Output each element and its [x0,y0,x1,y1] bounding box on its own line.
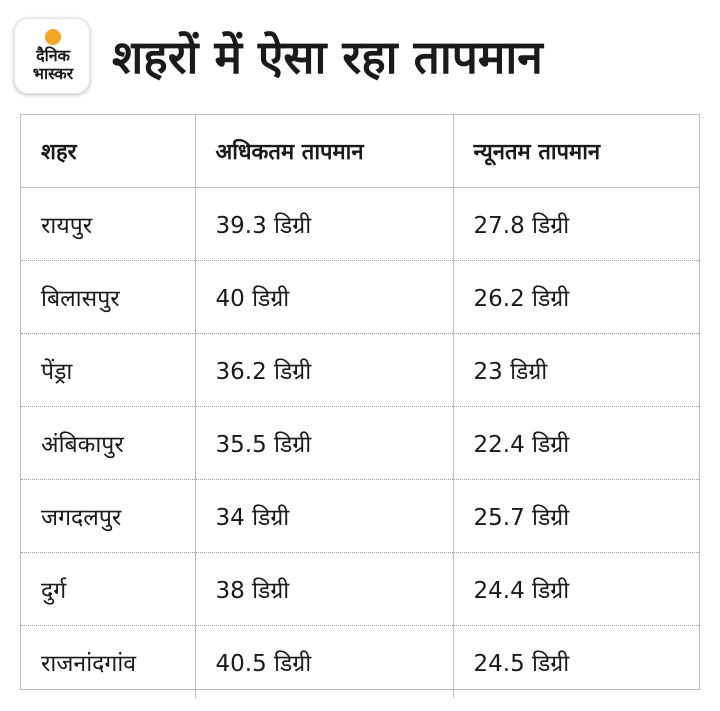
table-row: जगदलपुर 34 डिग्री 25.7 डिग्री [21,479,699,553]
min-temp-cell: 26.2 डिग्री [453,260,699,334]
min-temp-cell: 22.4 डिग्री [453,406,699,480]
max-temp-cell: 39.3 डिग्री [195,187,454,261]
city-cell: जगदलपुर [21,479,196,553]
max-temp-cell: 40 डिग्री [195,260,454,334]
min-temp-cell: 25.7 डिग्री [453,479,699,553]
max-temp-cell: 35.5 डिग्री [195,406,454,480]
max-temp-cell: 38 डिग्री [195,552,454,626]
city-cell: रायपुर [21,187,196,261]
logo-text-line2: भास्कर [32,64,74,83]
city-cell: अंबिकापुर [21,406,196,480]
table-header-row: शहर अधिकतम तापमान न्यूनतम तापमान [21,115,699,188]
table-row: अंबिकापुर 35.5 डिग्री 22.4 डिग्री [21,406,699,480]
header: दैनिक भास्कर शहरों में ऐसा रहा तापमान [0,0,720,110]
logo-text-line1: दैनिक [36,46,70,65]
dainik-bhaskar-logo: दैनिक भास्कर [14,18,90,94]
city-cell: पेंड्रा [21,333,196,407]
min-temp-cell: 27.8 डिग्री [453,187,699,261]
max-temp-cell: 40.5 डिग्री [195,625,454,698]
city-cell: दुर्ग [21,552,196,626]
header-city: शहर [21,115,196,188]
header-max-temp: अधिकतम तापमान [195,115,454,188]
min-temp-cell: 24.5 डिग्री [473,651,570,677]
table-row: दुर्ग 38 डिग्री 24.4 डिग्री [21,552,699,626]
max-temp-cell: 34 डिग्री [195,479,454,553]
min-temp-cell: 24.4 डिग्री [453,552,699,626]
city-cell: बिलासपुर [21,260,196,334]
page-title: शहरों में ऐसा रहा तापमान [112,30,543,84]
sun-icon [45,29,61,45]
temperature-table: शहर अधिकतम तापमान न्यूनतम तापमान रायपुर … [20,114,700,698]
table-row: बिलासपुर 40 डिग्री 26.2 डिग्री [21,260,699,334]
min-temp-cell: 23 डिग्री [453,333,699,407]
table-row: राजनांदगांव 40.5 डिग्री 24.5 डिग्री [21,625,699,698]
table-row: रायपुर 39.3 डिग्री 27.8 डिग्री [21,187,699,261]
table-row: पेंड्रा 36.2 डिग्री 23 डिग्री [21,333,699,407]
header-min-temp: न्यूनतम तापमान [453,115,699,188]
max-temp-cell: 36.2 डिग्री [195,333,454,407]
city-cell: राजनांदगांव [21,625,196,698]
